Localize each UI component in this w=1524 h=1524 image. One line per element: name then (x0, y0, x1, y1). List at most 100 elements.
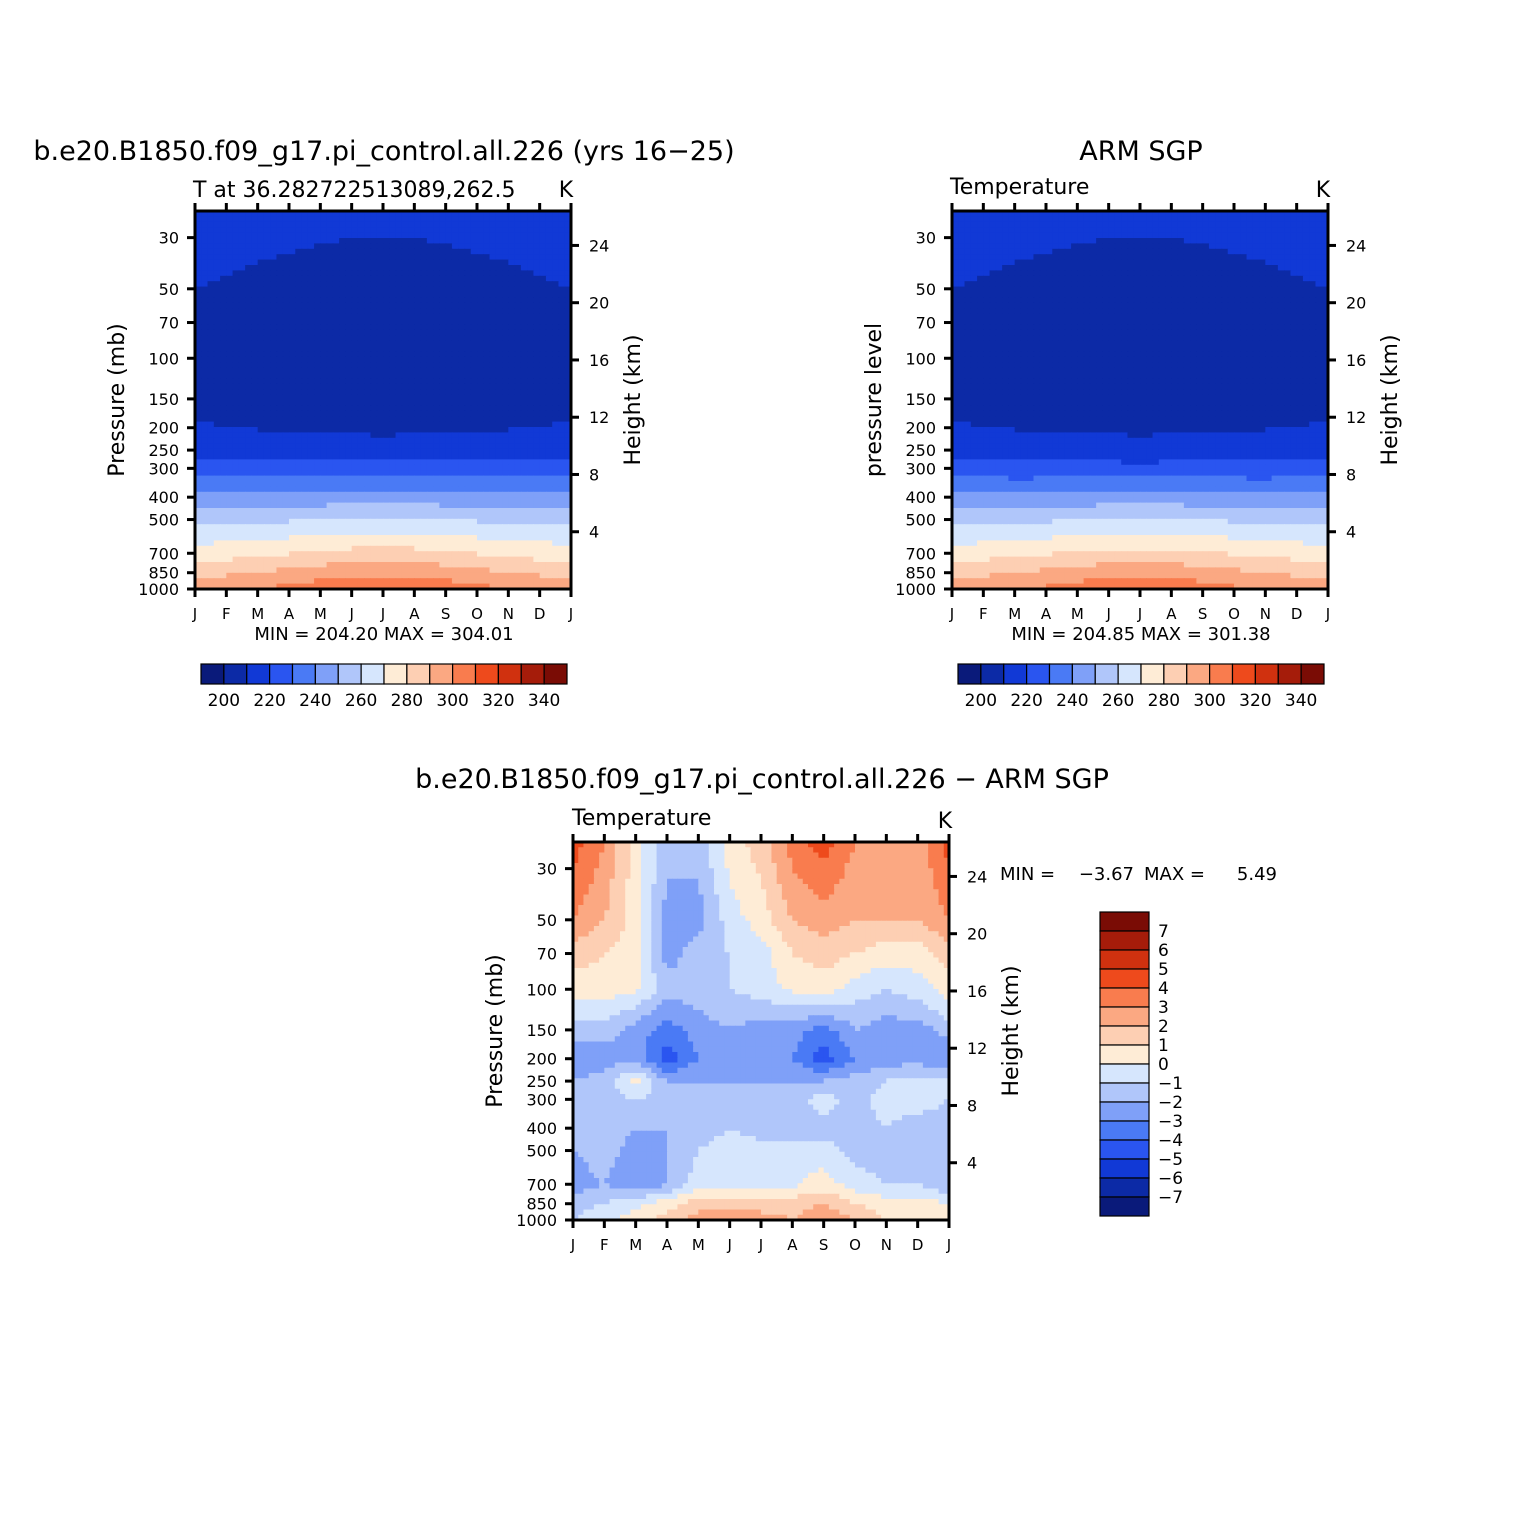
model-cell (464, 335, 472, 342)
model-cell (314, 308, 321, 315)
model-cell (539, 232, 547, 239)
model-cell (470, 356, 478, 363)
model-cell (545, 216, 553, 223)
model-cell (477, 540, 484, 547)
model-cell (370, 286, 378, 293)
model-cell (195, 427, 202, 433)
model-cell (470, 562, 478, 568)
model-cell (351, 459, 359, 466)
model-cell (320, 502, 328, 509)
model-cell (483, 227, 491, 234)
obs-cell (1102, 259, 1110, 266)
model-cell (451, 232, 459, 239)
model-cell (383, 454, 390, 460)
model-cell (289, 394, 296, 401)
model-cell (263, 335, 271, 342)
model-cell (539, 378, 547, 385)
obs-cell (1234, 254, 1241, 261)
obs-cell (1190, 265, 1197, 271)
model-cell (201, 421, 209, 428)
obs-cell (1064, 216, 1072, 223)
model-cell (201, 545, 209, 552)
model-cell (401, 518, 409, 525)
obs-cell (1265, 216, 1273, 223)
model-cell (408, 454, 415, 460)
obs-cell (1240, 216, 1248, 223)
model-cell (389, 302, 397, 309)
model-cell (213, 470, 221, 477)
model-cell (232, 556, 240, 563)
obs-cell (1290, 265, 1298, 271)
model-cell (345, 227, 353, 234)
model-cell (552, 302, 560, 309)
model-cell (420, 319, 428, 325)
model-cell (276, 270, 284, 277)
model-cell (489, 427, 497, 433)
model-cell (445, 302, 453, 309)
model-cell (345, 394, 353, 401)
model-cell (514, 367, 522, 374)
obs-cell (1008, 270, 1016, 277)
model-cell (470, 324, 478, 331)
model-cell (364, 297, 372, 304)
model-cell (502, 437, 509, 444)
model-cell (289, 410, 296, 417)
model-cell (357, 437, 365, 444)
model-cell (439, 486, 447, 493)
model-cell (238, 324, 246, 331)
model-cell (276, 394, 284, 401)
model-cell (326, 508, 334, 514)
obs-cell (1039, 259, 1047, 266)
model-cell (552, 216, 560, 223)
model-cell (464, 373, 472, 379)
model-cell (195, 421, 202, 428)
model-cell (477, 340, 484, 347)
model-cell (245, 389, 252, 396)
model-cell (339, 475, 346, 482)
model-cell (195, 578, 202, 585)
model-cell (314, 578, 321, 585)
model-cell (370, 346, 378, 352)
model-cell (527, 427, 534, 433)
model-cell (545, 265, 553, 271)
model-cell (495, 270, 503, 277)
model-cell (345, 270, 353, 277)
model-cell (389, 529, 397, 536)
model-cell (451, 254, 459, 261)
model-cell (295, 454, 303, 460)
obs-cell (1121, 227, 1129, 234)
model-cell (257, 227, 265, 234)
model-cell (339, 524, 346, 531)
model-cell (282, 313, 290, 320)
model-cell (251, 259, 259, 266)
model-cell (470, 448, 478, 455)
obs-cell (1033, 254, 1041, 261)
model-cell (420, 383, 428, 390)
model-cell (483, 373, 491, 379)
model-cell (389, 448, 397, 455)
obs-cell (1014, 221, 1022, 228)
model-cell (489, 281, 497, 288)
model-cell (207, 583, 215, 590)
model-cell (401, 270, 409, 277)
obs-cell (1027, 227, 1035, 234)
obs-cell (1046, 221, 1053, 228)
model-cell (502, 464, 509, 471)
obs-cell (977, 221, 984, 228)
model-cell (533, 378, 541, 385)
model-cell (339, 259, 346, 266)
obs-cell (1052, 238, 1060, 244)
model-cell (502, 529, 509, 536)
model-cell (345, 313, 353, 320)
model-cell (376, 556, 384, 563)
model-cell (364, 518, 372, 525)
model-cell (326, 578, 334, 585)
model-cell (257, 232, 265, 239)
model-cell (289, 535, 296, 541)
model-cell (445, 405, 453, 412)
model-cell (395, 464, 403, 471)
model-cell (314, 583, 321, 590)
model-cell (345, 405, 353, 412)
model-cell (263, 238, 271, 244)
model-cell (545, 562, 553, 568)
